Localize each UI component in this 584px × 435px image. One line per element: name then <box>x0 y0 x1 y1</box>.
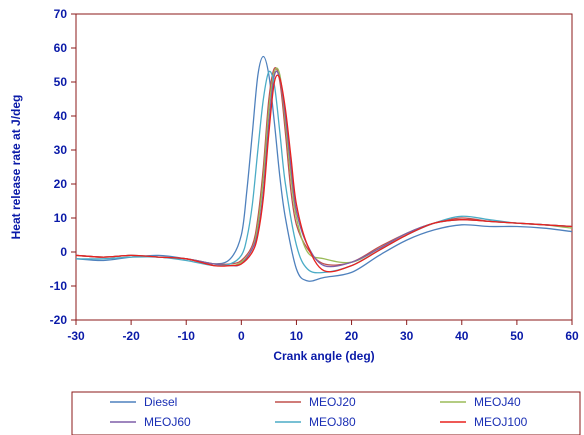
x-tick-label: 40 <box>455 329 469 343</box>
x-tick-label: 0 <box>238 329 245 343</box>
legend-label-meoj60: MEOJ60 <box>144 415 191 429</box>
y-tick-label: -10 <box>50 279 68 293</box>
legend-label-diesel: Diesel <box>144 395 177 409</box>
x-tick-label: 20 <box>345 329 359 343</box>
legend-label-meoj20: MEOJ20 <box>309 395 356 409</box>
series-line-meoj80 <box>75 70 573 274</box>
x-tick-label: -10 <box>178 329 196 343</box>
legend: Diesel MEOJ20 MEOJ40 MEOJ60 MEOJ80 MEOJ100 <box>71 391 581 435</box>
x-axis-label: Crank angle (deg) <box>273 349 374 363</box>
x-tick-label: -30 <box>67 329 85 343</box>
legend-label-meoj80: MEOJ80 <box>309 415 356 429</box>
series-line-meoj100 <box>75 74 573 273</box>
y-tick-label: 20 <box>54 177 68 191</box>
y-tick-label: -20 <box>50 313 68 327</box>
y-tick-label: 60 <box>54 41 68 55</box>
series-lines <box>75 55 573 282</box>
x-tick-label: 50 <box>510 329 524 343</box>
y-tick-label: 40 <box>54 109 68 123</box>
y-tick-label: 10 <box>54 211 68 225</box>
y-tick-label: 0 <box>60 245 67 259</box>
legend-label-meoj100: MEOJ100 <box>474 415 528 429</box>
y-axis-label: Heat release rate at J/deg <box>9 95 23 240</box>
y-tick-label: 70 <box>54 7 68 21</box>
y-tick-label: 30 <box>54 143 68 157</box>
x-tick-label: 10 <box>290 329 304 343</box>
x-tick-label: 30 <box>400 329 414 343</box>
plot-area <box>75 13 573 321</box>
x-axis-ticks: -30 -20 -10 0 10 20 30 40 50 60 <box>67 320 579 343</box>
legend-frame <box>71 391 581 435</box>
x-tick-label: 60 <box>565 329 579 343</box>
y-tick-label: 50 <box>54 75 68 89</box>
y-axis-ticks: -20 -10 0 10 20 30 40 50 60 70 <box>50 7 76 327</box>
legend-label-meoj40: MEOJ40 <box>474 395 521 409</box>
x-tick-label: -20 <box>122 329 140 343</box>
